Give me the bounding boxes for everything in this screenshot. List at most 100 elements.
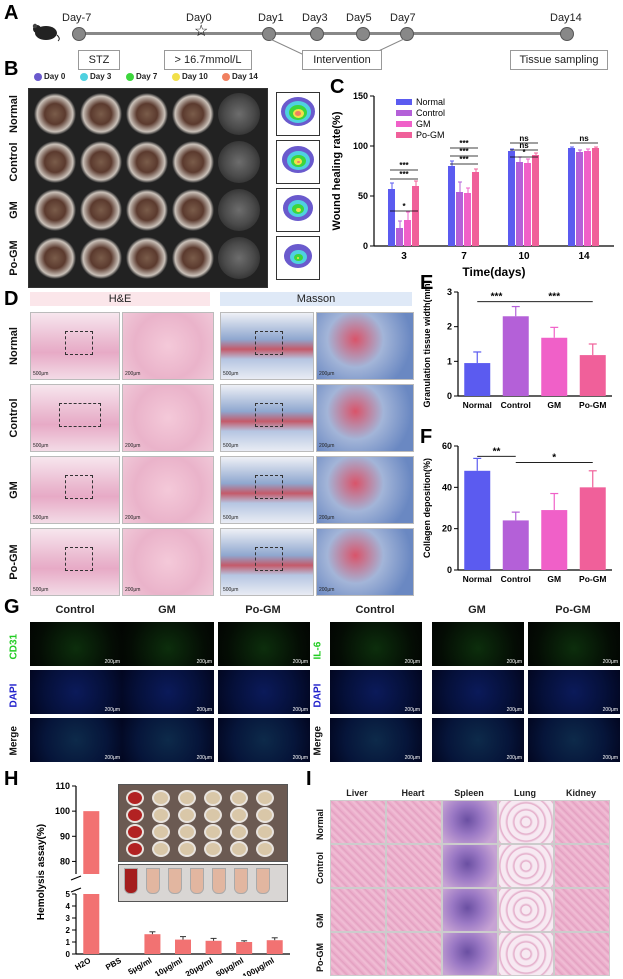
scale-bar-label: 200μm [506, 659, 522, 665]
scale-bar-label: 200μm [602, 659, 618, 665]
chart-h-hemolysis: 80 90 100 110 0 1 2 3 4 5 Hemolysis assay(%) H2O PBS… [36, 781, 290, 976]
fluorescence-image: 200μm [330, 718, 422, 762]
organ-image [442, 932, 498, 976]
zoom-box [65, 331, 93, 355]
fluorescence-image: 200μm [528, 670, 620, 714]
zoom-box [255, 403, 283, 427]
bar [83, 894, 100, 954]
legend-item: Day 3 [80, 72, 111, 81]
fluor-row-label: IL-6 [312, 641, 324, 660]
scale-bar-label: 200μm [125, 371, 141, 377]
bar [464, 470, 491, 570]
tissue-sampling-box: Tissue sampling [510, 50, 608, 70]
y-tick-label: 5 [66, 890, 71, 899]
scale-bar-label: 200μm [319, 443, 335, 449]
timeline-label: Day14 [550, 12, 582, 24]
scale-bar-label: 500μm [33, 587, 49, 593]
legend-label: Normal [416, 97, 445, 107]
wound-dish [34, 237, 76, 279]
zoom-box [255, 547, 283, 571]
timeline-label: Day0 [186, 12, 212, 24]
plate-well [126, 824, 144, 840]
panel-letter-a: A [4, 2, 19, 24]
masson-header: Masson [220, 292, 412, 306]
plate-well [178, 790, 196, 806]
timeline-label: Day-7 [62, 12, 92, 24]
bar [396, 228, 403, 246]
scale-bar-label: 200μm [292, 659, 308, 665]
legend-swatch [396, 99, 412, 105]
timeline-dot-day14 [560, 27, 574, 41]
organ-image [498, 800, 554, 844]
fluorescence-image: 200μm [432, 718, 524, 762]
histology-image: 200μm [122, 312, 214, 380]
organ-row-label: Normal [315, 808, 325, 840]
wound-dish [80, 93, 122, 135]
organ-image [330, 932, 386, 976]
scale-bar-label: 200μm [506, 755, 522, 761]
significance-label: ns [519, 141, 529, 150]
organ-column-header: Heart [401, 788, 425, 798]
scale-bar-label: 200μm [196, 755, 212, 761]
x-tick-label: Control [501, 400, 531, 410]
timeline-dot-day3 [310, 27, 324, 41]
y-tick-label: 60 [442, 441, 452, 451]
wound-dish [34, 189, 76, 231]
bar [541, 510, 568, 570]
bar [502, 520, 529, 570]
significance-label: ** [493, 446, 501, 457]
plate-well [256, 824, 274, 840]
wound-dish [172, 189, 214, 231]
significance-label: ns [579, 134, 589, 143]
fluorescence-image: 200μm [218, 670, 310, 714]
zoom-box [255, 331, 283, 355]
bar [456, 192, 463, 246]
fluorescence-image: 200μm [528, 718, 620, 762]
y-tick-label: 90 [60, 831, 70, 841]
histology-image: 200μm [316, 456, 414, 524]
significance-label: * [552, 453, 556, 464]
bar [579, 355, 606, 396]
wound-dish [172, 237, 214, 279]
bar [412, 186, 419, 246]
scale-bar-label: 200μm [319, 371, 335, 377]
organ-image [330, 844, 386, 888]
legend-swatch [396, 110, 412, 116]
heatmap-ring [297, 257, 299, 259]
heatmap-ring [295, 207, 301, 212]
plate-well [126, 841, 144, 857]
heatmap-ring [296, 160, 300, 164]
x-tick-label: Po-GM [579, 400, 606, 410]
y-tick-label: 3 [66, 914, 71, 923]
x-tick-label: 3 [401, 251, 407, 262]
bar [236, 942, 253, 954]
significance-label: *** [491, 292, 503, 303]
legend-label: Po-GM [416, 130, 445, 140]
fluorescence-image: 200μm [218, 718, 310, 762]
fluor-column-header: Po-GM [555, 604, 591, 616]
histology-image: 500μm [30, 456, 120, 524]
fluorescence-image: 200μm [30, 622, 122, 666]
y-tick-label: 150 [353, 91, 368, 101]
histology-image: 200μm [316, 528, 414, 596]
panel-letter-b: B [4, 58, 19, 80]
wound-heatmap [276, 140, 320, 184]
row-label: Po-GM [8, 544, 20, 580]
bar [502, 316, 529, 396]
bar [144, 934, 161, 954]
wound-dish [172, 93, 214, 135]
intervention-box: Intervention [302, 50, 382, 70]
plate-well [126, 790, 144, 806]
timeline-label: Day3 [302, 12, 328, 24]
organ-image [386, 932, 442, 976]
timeline-dot-day1 [262, 27, 276, 41]
y-axis-label: Wound healing rate(%) [331, 111, 343, 230]
chart-c-wound-healing: 0 50 100 150 Wound healing rate(%) 3 7 10 14 Time… [331, 91, 614, 279]
x-tick-label: 14 [578, 251, 590, 262]
fluorescence-image: 200μm [528, 622, 620, 666]
histology-image: 200μm [316, 384, 414, 452]
fluor-column-header: Control [55, 604, 95, 616]
timeline-dot-day7 [400, 27, 414, 41]
organ-column-header: Liver [346, 788, 368, 798]
significance-label: * [402, 202, 406, 211]
